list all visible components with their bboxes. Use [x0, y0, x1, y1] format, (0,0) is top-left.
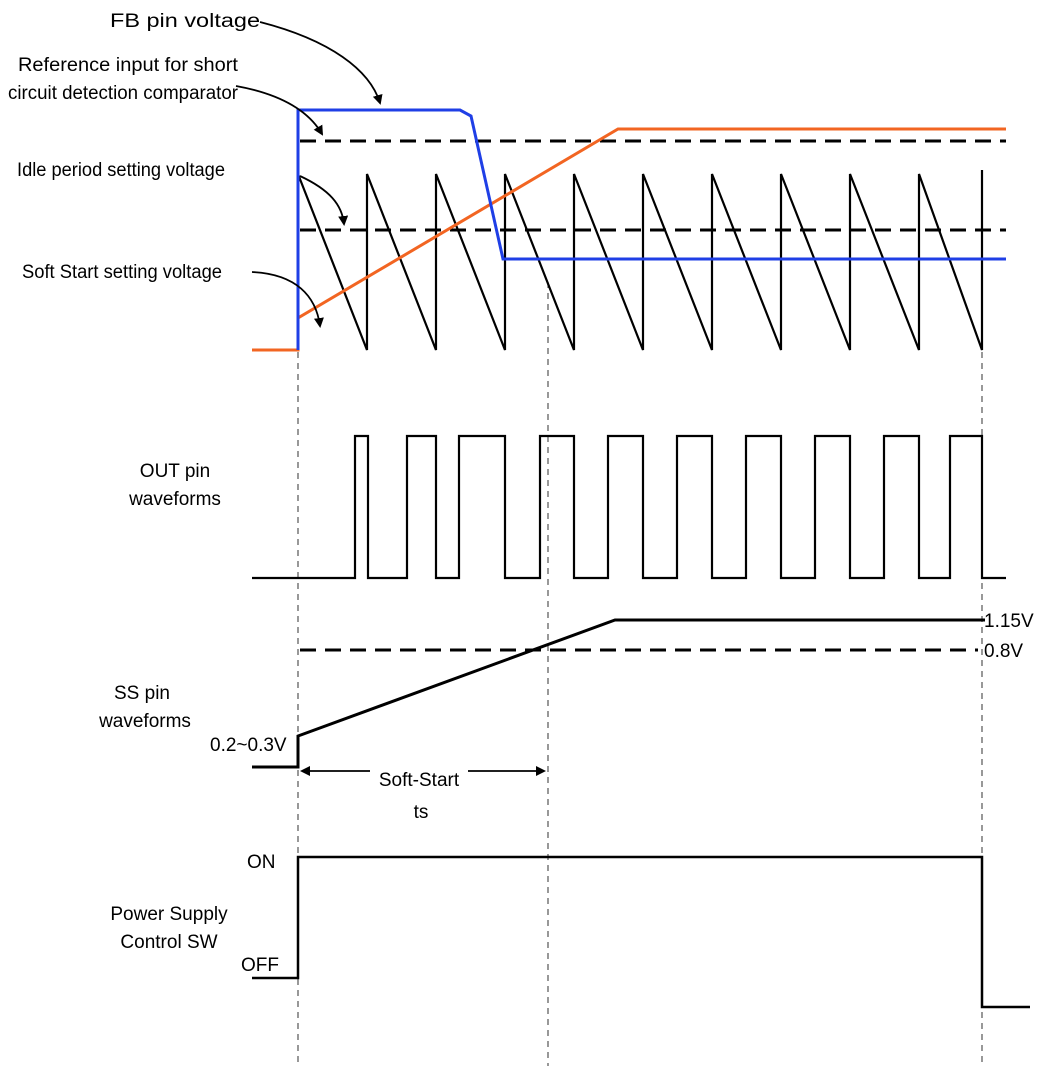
out-pin-label-line1: OUT pin — [140, 461, 210, 482]
soft-start-label-arrow — [251, 271, 324, 328]
idle-period-label: Idle period setting voltage — [17, 160, 225, 181]
out-pin-waveform — [252, 434, 1006, 580]
soft-start-setting-label: Soft Start setting voltage — [22, 262, 222, 283]
fb-pin-voltage-label: FB pin voltage — [110, 11, 260, 32]
out-pin-label-line2: waveforms — [128, 489, 221, 510]
ss-pin-label-line1: SS pin — [114, 683, 170, 704]
power-supply-label-line2: Control SW — [120, 932, 217, 953]
fb-pin-voltage-line — [296, 108, 1006, 350]
ss-threshold-value-label: 0.8V — [984, 641, 1023, 662]
off-label: OFF — [241, 955, 279, 976]
ref-input-label-arrow — [235, 85, 324, 136]
ss-low-value-label: 0.2~0.3V — [210, 735, 287, 756]
idle-period-label-arrow — [299, 175, 349, 226]
power-supply-sw-waveform — [252, 855, 1030, 1009]
ref-input-label-line2: circuit detection comparator — [8, 83, 239, 104]
text-labels: FB pin voltage Reference input for short… — [8, 11, 1034, 976]
soft-start-label: Soft-Start — [379, 770, 460, 791]
ss-high-value-label: 1.15V — [984, 611, 1034, 632]
fb-label-arrow — [259, 21, 383, 105]
sawtooth-waveform — [296, 170, 984, 351]
ss-pin-label-line2: waveforms — [98, 711, 191, 732]
ref-input-label-line1: Reference input for short — [18, 55, 239, 76]
ss-pin-waveform — [252, 618, 985, 769]
annotation-arrows — [235, 21, 383, 328]
on-label: ON — [247, 852, 276, 873]
soft-start-ts-label: ts — [414, 802, 429, 823]
power-supply-label-line1: Power Supply — [110, 904, 228, 925]
reference-dashed-lines — [300, 139, 1006, 232]
